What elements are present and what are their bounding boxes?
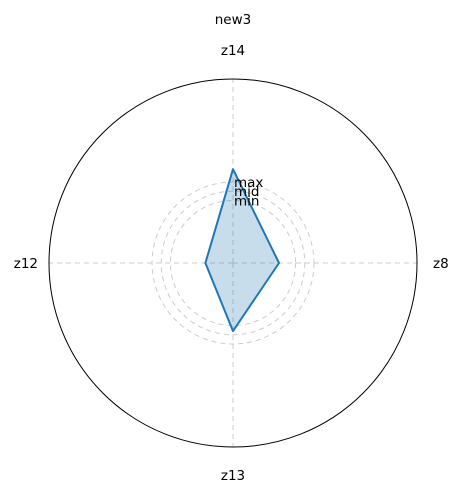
ring-label-mid: mid (234, 184, 259, 200)
grid-layer (49, 79, 417, 447)
series-layer (204, 168, 280, 333)
ring-min (169, 199, 297, 327)
ring-label-min: min (234, 193, 259, 209)
ring-mid (160, 190, 306, 336)
axis-label-z8: z8 (433, 256, 449, 272)
series-area (205, 169, 279, 332)
ring-label-max: max (234, 175, 263, 191)
axis-label-z14: z14 (221, 43, 245, 59)
ring-max (151, 181, 315, 345)
axis-label-z12: z12 (14, 256, 38, 272)
chart-title: new3 (215, 12, 252, 28)
series-line (204, 168, 280, 333)
axis-label-z13: z13 (221, 468, 245, 484)
outer-circle (48, 78, 418, 448)
